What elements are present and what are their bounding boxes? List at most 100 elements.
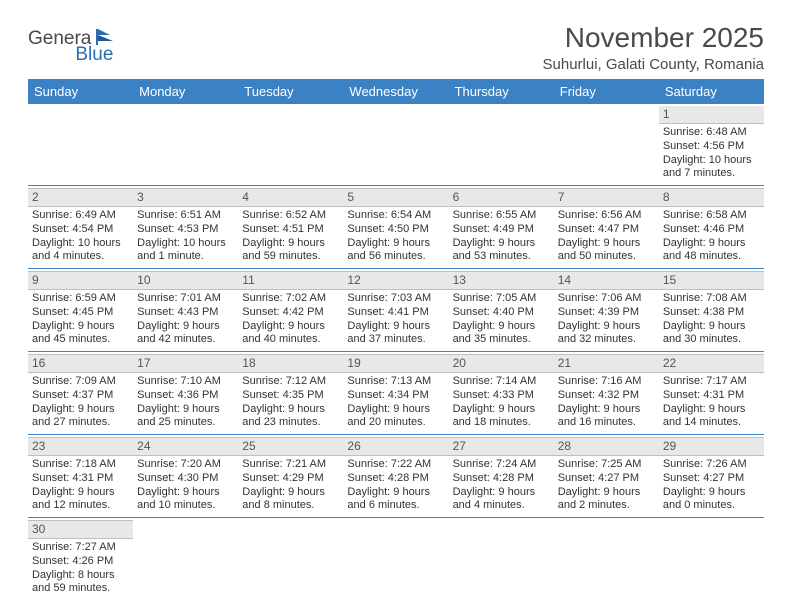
daylight-text: Daylight: 9 hours (32, 486, 129, 500)
calendar-week: 9Sunrise: 6:59 AMSunset: 4:45 PMDaylight… (28, 269, 764, 352)
day-number: 25 (238, 437, 343, 456)
calendar-body: 1Sunrise: 6:48 AMSunset: 4:56 PMDaylight… (28, 104, 764, 600)
sunset-text: Sunset: 4:28 PM (347, 472, 444, 486)
calendar-day: 12Sunrise: 7:03 AMSunset: 4:41 PMDayligh… (343, 269, 448, 352)
sunset-text: Sunset: 4:37 PM (32, 389, 129, 403)
sunrise-text: Sunrise: 6:51 AM (137, 209, 234, 223)
sunset-text: Sunset: 4:42 PM (242, 306, 339, 320)
day-number: 13 (449, 271, 554, 290)
sunset-text: Sunset: 4:28 PM (453, 472, 550, 486)
calendar-week: 1Sunrise: 6:48 AMSunset: 4:56 PMDaylight… (28, 104, 764, 186)
daylight-text: and 30 minutes. (663, 333, 760, 347)
day-number: 10 (133, 271, 238, 290)
daylight-text: and 42 minutes. (137, 333, 234, 347)
daylight-text: Daylight: 8 hours (32, 569, 129, 583)
calendar-empty (343, 104, 448, 186)
sunrise-text: Sunrise: 6:54 AM (347, 209, 444, 223)
calendar-day: 8Sunrise: 6:58 AMSunset: 4:46 PMDaylight… (659, 186, 764, 269)
calendar-day: 27Sunrise: 7:24 AMSunset: 4:28 PMDayligh… (449, 435, 554, 518)
daylight-text: and 2 minutes. (558, 499, 655, 513)
daylight-text: and 16 minutes. (558, 416, 655, 430)
day-number: 2 (28, 188, 133, 207)
daylight-text: Daylight: 9 hours (663, 403, 760, 417)
sunrise-text: Sunrise: 7:17 AM (663, 375, 760, 389)
sunrise-text: Sunrise: 6:52 AM (242, 209, 339, 223)
daylight-text: and 12 minutes. (32, 499, 129, 513)
daylight-text: Daylight: 9 hours (558, 237, 655, 251)
calendar-day: 1Sunrise: 6:48 AMSunset: 4:56 PMDaylight… (659, 104, 764, 186)
sunset-text: Sunset: 4:41 PM (347, 306, 444, 320)
calendar-empty (28, 104, 133, 186)
calendar-day: 24Sunrise: 7:20 AMSunset: 4:30 PMDayligh… (133, 435, 238, 518)
calendar-day: 16Sunrise: 7:09 AMSunset: 4:37 PMDayligh… (28, 352, 133, 435)
calendar-day: 20Sunrise: 7:14 AMSunset: 4:33 PMDayligh… (449, 352, 554, 435)
day-number: 21 (554, 354, 659, 373)
sunrise-text: Sunrise: 6:56 AM (558, 209, 655, 223)
calendar-day: 13Sunrise: 7:05 AMSunset: 4:40 PMDayligh… (449, 269, 554, 352)
sunrise-text: Sunrise: 6:59 AM (32, 292, 129, 306)
daylight-text: and 20 minutes. (347, 416, 444, 430)
sunset-text: Sunset: 4:32 PM (558, 389, 655, 403)
calendar-day: 9Sunrise: 6:59 AMSunset: 4:45 PMDaylight… (28, 269, 133, 352)
daylight-text: and 7 minutes. (663, 167, 760, 181)
day-number: 1 (659, 106, 764, 124)
daylight-text: Daylight: 9 hours (242, 403, 339, 417)
daylight-text: and 25 minutes. (137, 416, 234, 430)
sunset-text: Sunset: 4:34 PM (347, 389, 444, 403)
sunrise-text: Sunrise: 7:02 AM (242, 292, 339, 306)
daylight-text: and 35 minutes. (453, 333, 550, 347)
day-header: Wednesday (343, 79, 448, 104)
day-number: 29 (659, 437, 764, 456)
daylight-text: Daylight: 9 hours (558, 403, 655, 417)
daylight-text: Daylight: 9 hours (32, 403, 129, 417)
sunset-text: Sunset: 4:46 PM (663, 223, 760, 237)
day-number: 20 (449, 354, 554, 373)
daylight-text: Daylight: 9 hours (242, 237, 339, 251)
calendar-day: 11Sunrise: 7:02 AMSunset: 4:42 PMDayligh… (238, 269, 343, 352)
daylight-text: and 50 minutes. (558, 250, 655, 264)
calendar-empty (659, 518, 764, 601)
day-number: 5 (343, 188, 448, 207)
sunset-text: Sunset: 4:31 PM (32, 472, 129, 486)
daylight-text: and 40 minutes. (242, 333, 339, 347)
daylight-text: and 4 minutes. (32, 250, 129, 264)
calendar-day: 6Sunrise: 6:55 AMSunset: 4:49 PMDaylight… (449, 186, 554, 269)
calendar-day: 29Sunrise: 7:26 AMSunset: 4:27 PMDayligh… (659, 435, 764, 518)
daylight-text: and 1 minute. (137, 250, 234, 264)
day-number: 30 (28, 520, 133, 539)
calendar-day: 22Sunrise: 7:17 AMSunset: 4:31 PMDayligh… (659, 352, 764, 435)
calendar-week: 2Sunrise: 6:49 AMSunset: 4:54 PMDaylight… (28, 186, 764, 269)
sunset-text: Sunset: 4:47 PM (558, 223, 655, 237)
sunset-text: Sunset: 4:27 PM (663, 472, 760, 486)
calendar-day: 4Sunrise: 6:52 AMSunset: 4:51 PMDaylight… (238, 186, 343, 269)
sunrise-text: Sunrise: 7:18 AM (32, 458, 129, 472)
sunrise-text: Sunrise: 7:12 AM (242, 375, 339, 389)
day-number: 15 (659, 271, 764, 290)
daylight-text: and 32 minutes. (558, 333, 655, 347)
calendar-day: 30Sunrise: 7:27 AMSunset: 4:26 PMDayligh… (28, 518, 133, 601)
sunset-text: Sunset: 4:53 PM (137, 223, 234, 237)
calendar-empty (554, 104, 659, 186)
calendar-day: 25Sunrise: 7:21 AMSunset: 4:29 PMDayligh… (238, 435, 343, 518)
calendar-empty (133, 104, 238, 186)
sunrise-text: Sunrise: 7:21 AM (242, 458, 339, 472)
day-number: 4 (238, 188, 343, 207)
day-number: 27 (449, 437, 554, 456)
sunset-text: Sunset: 4:31 PM (663, 389, 760, 403)
day-header: Thursday (449, 79, 554, 104)
daylight-text: Daylight: 9 hours (347, 486, 444, 500)
calendar-empty (238, 518, 343, 601)
sunrise-text: Sunrise: 7:16 AM (558, 375, 655, 389)
day-number: 23 (28, 437, 133, 456)
sunrise-text: Sunrise: 6:55 AM (453, 209, 550, 223)
calendar-empty (343, 518, 448, 601)
sunrise-text: Sunrise: 7:24 AM (453, 458, 550, 472)
daylight-text: Daylight: 9 hours (32, 320, 129, 334)
day-header: Sunday (28, 79, 133, 104)
calendar-week: 23Sunrise: 7:18 AMSunset: 4:31 PMDayligh… (28, 435, 764, 518)
calendar-day: 28Sunrise: 7:25 AMSunset: 4:27 PMDayligh… (554, 435, 659, 518)
sunset-text: Sunset: 4:33 PM (453, 389, 550, 403)
day-number: 7 (554, 188, 659, 207)
daylight-text: Daylight: 9 hours (663, 486, 760, 500)
day-number: 28 (554, 437, 659, 456)
